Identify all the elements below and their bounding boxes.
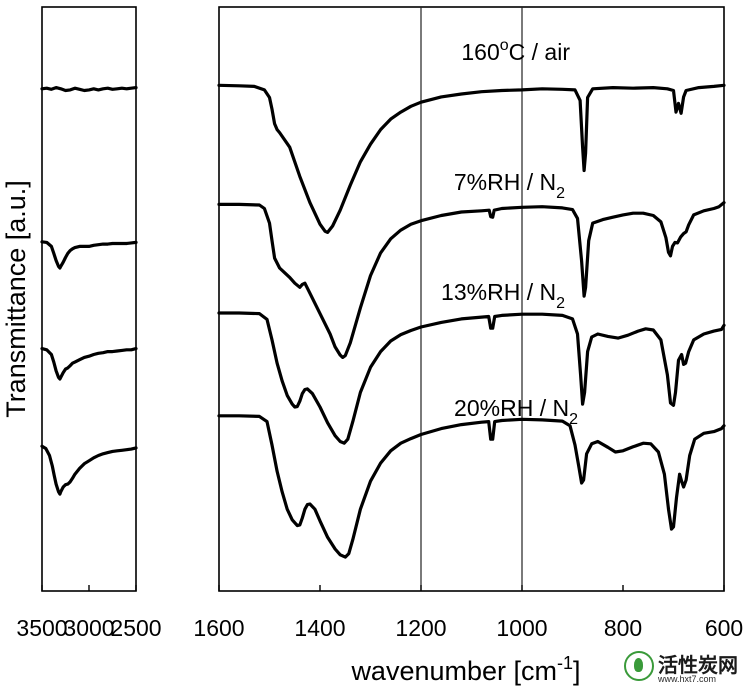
- leaf-logo-icon: [624, 651, 654, 681]
- watermark-url: www.hxt7.com: [658, 674, 717, 684]
- series-2-right-line: [217, 311, 726, 445]
- x-tick-label-right-3: 1000: [496, 615, 547, 641]
- plot-frame-right: [218, 6, 725, 592]
- series-label-2: 13%RH / N2: [441, 279, 565, 312]
- plot-frame-left: [41, 6, 137, 592]
- watermark-logo: 活性炭网 www.hxt7.com: [622, 648, 750, 687]
- x-tick-label-left-0: 3500: [16, 615, 67, 641]
- series-0-left-line: [40, 86, 138, 93]
- series-2-left-line: [40, 347, 138, 381]
- x-tick-label-left-1: 3000: [63, 615, 114, 641]
- x-axis-label: wavenumber [cm-1]: [350, 653, 580, 686]
- x-tick-label-right-2: 1200: [395, 615, 446, 641]
- series-label-0: 160oC / air: [461, 37, 570, 65]
- series-3-left-line: [40, 444, 138, 496]
- series-0-right-line: [217, 83, 726, 234]
- series-1-left-line: [40, 240, 138, 270]
- series-label-3: 20%RH / N2: [454, 395, 578, 428]
- x-tick-label-right-4: 800: [604, 615, 642, 641]
- x-tick-label-left-2: 2500: [110, 615, 161, 641]
- x-tick-label-right-0: 1600: [193, 615, 244, 641]
- x-tick-label-right-5: 600: [705, 615, 743, 641]
- series-3-right-line: [217, 414, 726, 559]
- x-tick-label-right-1: 1400: [294, 615, 345, 641]
- watermark-text: 活性炭网: [658, 653, 738, 677]
- series-1-right-line: [217, 201, 726, 359]
- series-label-1: 7%RH / N2: [454, 169, 565, 202]
- y-axis-label: Transmittance [a.u.]: [1, 180, 31, 418]
